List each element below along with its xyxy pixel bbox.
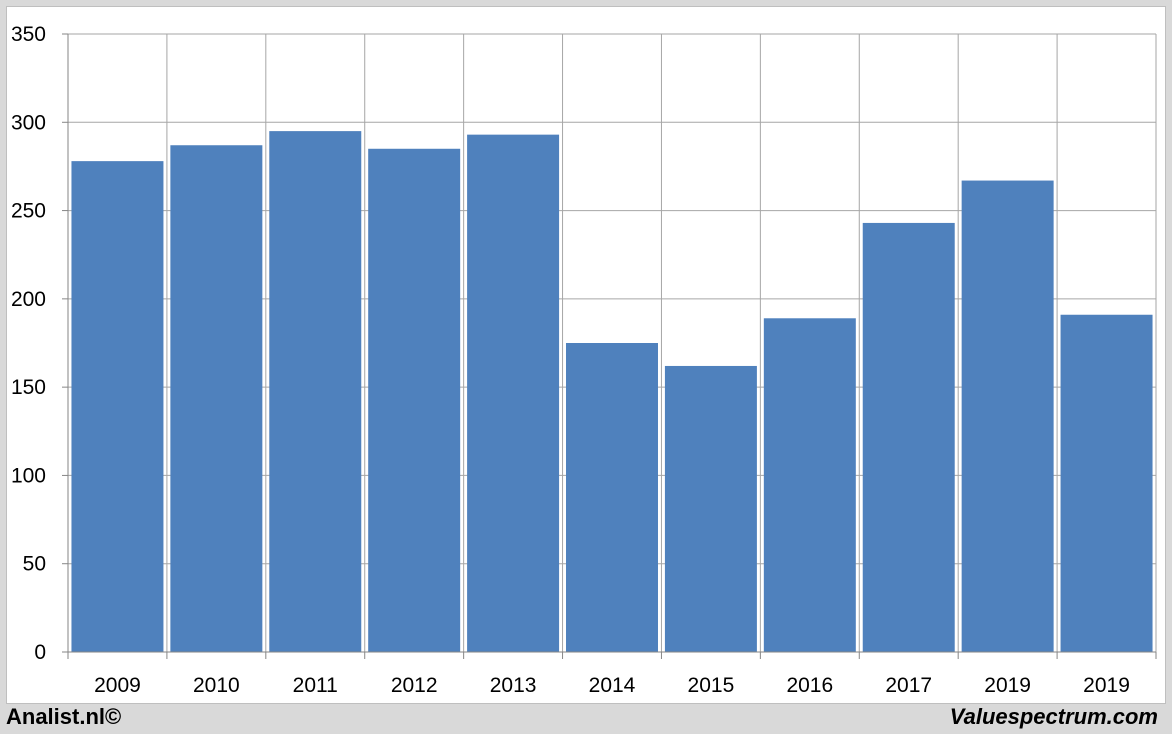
y-tick-label: 250 bbox=[11, 200, 46, 223]
x-tick-label: 2019 bbox=[1083, 674, 1130, 697]
y-tick-label: 100 bbox=[11, 464, 46, 487]
bar-2017 bbox=[862, 222, 955, 652]
x-tick-label: 2013 bbox=[490, 674, 537, 697]
y-tick-label: 300 bbox=[11, 111, 46, 134]
bar-2015 bbox=[664, 365, 757, 652]
x-tick-label: 2019 bbox=[984, 674, 1031, 697]
y-tick-label: 50 bbox=[23, 553, 46, 576]
bar-2011 bbox=[269, 131, 362, 653]
y-tick-label: 150 bbox=[11, 376, 46, 399]
bar-2019 bbox=[961, 180, 1054, 652]
y-tick-label: 350 bbox=[11, 23, 46, 46]
x-tick-label: 2010 bbox=[193, 674, 240, 697]
x-tick-label: 2009 bbox=[94, 674, 141, 697]
bar-2010 bbox=[170, 145, 263, 653]
bar-2014 bbox=[566, 343, 658, 652]
source-label-right: Valuespectrum.com bbox=[949, 704, 1158, 729]
y-tick-label: 200 bbox=[11, 288, 46, 311]
x-tick-label: 2011 bbox=[293, 674, 338, 697]
bar-2016 bbox=[763, 318, 856, 652]
bar-2009 bbox=[71, 161, 164, 653]
y-tick-label: 0 bbox=[34, 641, 46, 664]
bar-2013 bbox=[467, 134, 560, 652]
source-label-left: Analist.nl© bbox=[6, 704, 122, 729]
axes bbox=[62, 33, 1157, 659]
bar-2012 bbox=[368, 148, 461, 652]
x-tick-label: 2014 bbox=[589, 674, 636, 697]
bars bbox=[71, 131, 1153, 653]
x-tick-label: 2012 bbox=[391, 674, 438, 697]
x-tick-label: 2015 bbox=[688, 674, 735, 697]
x-tick-label: 2017 bbox=[885, 674, 932, 697]
tick-labels: 0 50 100 150 200 250 300 350 2009 2010 2011 2012 201… bbox=[11, 23, 1130, 697]
bar-2019 bbox=[1060, 314, 1153, 652]
x-tick-label: 2016 bbox=[786, 674, 833, 697]
